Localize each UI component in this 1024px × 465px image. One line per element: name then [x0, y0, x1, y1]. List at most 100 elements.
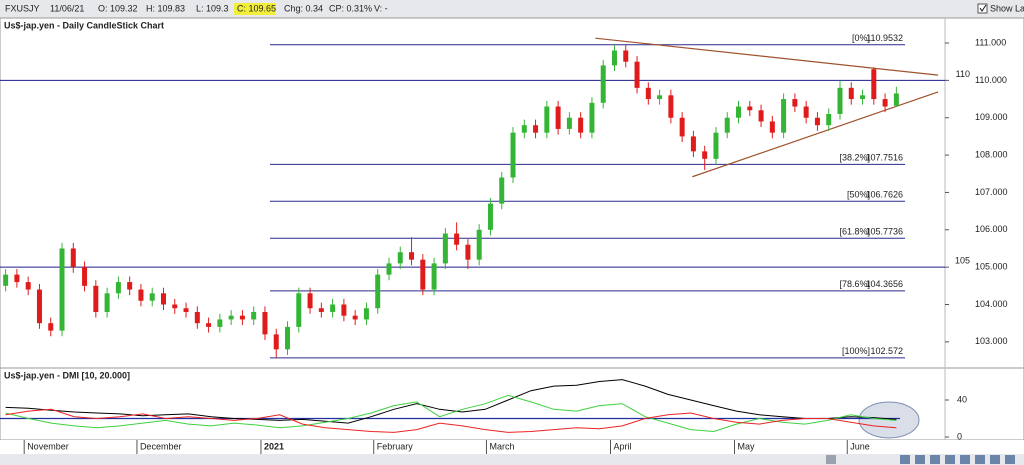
candle-body	[566, 117, 572, 129]
candle-body	[814, 117, 820, 126]
high: H: 109.83	[146, 3, 185, 13]
icon[interactable]	[915, 455, 925, 464]
candle-body	[352, 315, 358, 320]
low: L: 109.3	[196, 3, 229, 13]
candle-body	[826, 113, 832, 126]
x-tick-label: December	[140, 441, 182, 451]
horizontal-line-label: 105	[955, 256, 970, 266]
dmi-panel	[0, 367, 1024, 441]
fib-value: 102.572	[870, 346, 903, 356]
candle-body	[160, 293, 166, 305]
icon[interactable]	[990, 455, 1000, 464]
y-tick-label: 109.000	[975, 112, 1008, 122]
candle-body	[521, 125, 527, 133]
candle-body	[871, 69, 877, 100]
candle-body	[623, 50, 629, 62]
x-tick-label: April	[613, 441, 631, 451]
icon[interactable]	[1005, 455, 1015, 464]
icon[interactable]	[960, 455, 970, 464]
icon[interactable]	[900, 455, 910, 464]
y-tick-label: 110.000	[975, 75, 1007, 85]
close-highlight	[234, 3, 276, 15]
candle-body	[36, 289, 42, 324]
candle-body	[555, 106, 561, 129]
candle-body	[217, 319, 223, 327]
candle-body	[837, 87, 843, 114]
candle-body	[127, 282, 133, 290]
dmi-line	[5, 408, 897, 433]
candle-body	[273, 334, 279, 350]
dmi-line	[5, 394, 897, 433]
y-tick-label: 107.000	[975, 187, 1008, 197]
candle-body	[769, 121, 775, 133]
candle-body	[239, 315, 245, 320]
candle-body	[262, 311, 268, 335]
candle-body	[115, 282, 121, 294]
candle-body	[860, 95, 866, 100]
price-title: Us$-jap.yen - Daily CandleStick Chart	[4, 20, 164, 30]
fib-label: [50%]	[847, 190, 870, 200]
y-tick-label: 0	[957, 431, 962, 441]
status-bar	[0, 454, 1024, 465]
fib-value: 110.9532	[866, 33, 903, 43]
close: C: 109.65	[237, 3, 276, 13]
candle-body	[409, 252, 415, 260]
x-tick-label: 2021	[264, 441, 284, 451]
candle-body	[172, 304, 178, 309]
candle-body	[14, 274, 20, 283]
candle-body	[138, 289, 144, 301]
candle-body	[228, 315, 234, 320]
show-last-checkbox[interactable]	[977, 3, 988, 14]
candle-body	[803, 106, 809, 118]
symbol: FXUSJY	[5, 3, 40, 13]
candle-body	[48, 323, 54, 331]
candle-body	[25, 282, 31, 290]
candle-body	[893, 93, 899, 106]
change: Chg: 0.34	[284, 3, 323, 13]
show-last[interactable]: Show Last	[990, 3, 1024, 13]
date: 11/06/21	[50, 3, 84, 13]
candle-body	[149, 293, 155, 301]
change-percent: CP: 0.31%	[329, 3, 372, 13]
candle-body	[251, 311, 257, 320]
candle-body	[82, 267, 88, 286]
y-tick-label: 104.000	[975, 299, 1008, 309]
fib-label: [61.8%]	[839, 227, 870, 237]
candle-body	[848, 87, 854, 100]
icon[interactable]	[826, 455, 836, 464]
dmi-line	[5, 379, 897, 424]
y-tick-label: 103.000	[975, 336, 1008, 346]
trendline	[692, 91, 939, 178]
candle-body	[533, 125, 539, 133]
fib-value: 106.7626	[865, 190, 903, 200]
x-axis-band	[0, 440, 1024, 454]
candle-body	[724, 117, 730, 133]
candle-body	[194, 311, 200, 324]
trendline	[595, 37, 939, 76]
icon[interactable]	[945, 455, 955, 464]
candle-body	[318, 308, 324, 312]
fib-label: [100%]	[842, 346, 870, 356]
candle-body	[375, 274, 381, 309]
x-tick-label: June	[850, 441, 870, 451]
fib-label: [78.6%]	[839, 279, 870, 289]
candle-body	[702, 151, 708, 159]
candle-body	[3, 274, 9, 286]
x-tick-label: May	[738, 441, 756, 451]
candle-body	[589, 102, 595, 133]
candle-body	[330, 304, 336, 312]
candle-body	[397, 252, 403, 264]
volume: V: -	[374, 3, 388, 13]
fib-label: [38.2%]	[839, 153, 870, 163]
candle-body	[634, 61, 640, 88]
candle-body	[679, 117, 685, 137]
candle-body	[70, 248, 76, 268]
icon[interactable]	[975, 455, 985, 464]
candle-body	[420, 259, 426, 290]
candle-body	[510, 132, 516, 178]
x-tick-label: February	[377, 441, 414, 451]
icon[interactable]	[930, 455, 940, 464]
candle-body	[476, 229, 482, 260]
candle-body	[690, 136, 696, 152]
